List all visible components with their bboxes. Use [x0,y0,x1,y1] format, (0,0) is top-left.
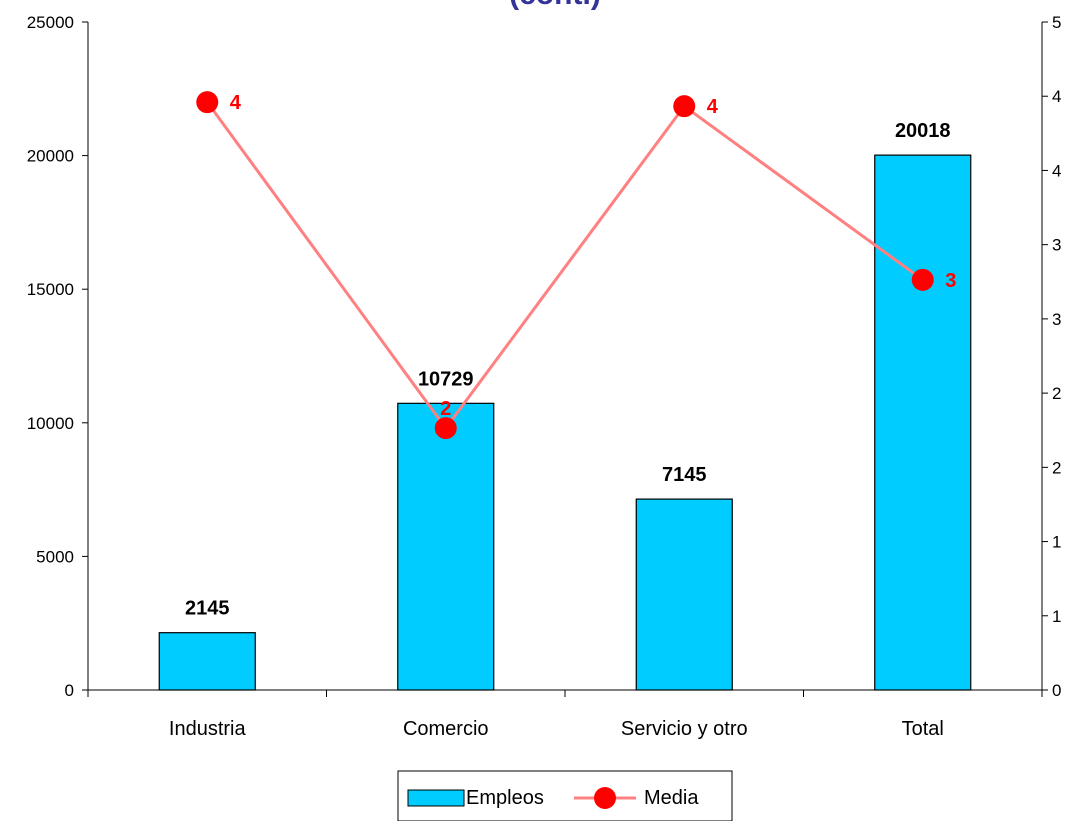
media-point [673,95,696,118]
right-tick-label: 2 [1052,458,1061,477]
left-tick-label: 25000 [27,13,74,32]
bar [874,154,972,691]
media-value-label: 3 [945,270,956,292]
media-value-label: 4 [230,92,242,114]
bar-value-label: 7145 [662,464,707,486]
media-line [206,101,924,431]
legend: Empleos Media [397,770,733,821]
right-tick-label: 3 [1052,310,1061,329]
media-point [911,268,934,291]
right-tick-label: 4 [1052,161,1061,180]
bar-value-label: 2145 [185,598,230,620]
left-tick-label: 5000 [36,547,74,566]
category-label: Servicio y otro [621,718,748,740]
category-label: Comercio [403,718,489,740]
left-tick-label: 0 [65,681,74,700]
chart-title: (cont.) [509,0,601,11]
media-point [434,417,457,440]
right-tick-label: 2 [1052,384,1061,403]
right-tick-label: 4 [1052,87,1061,106]
left-tick-label: 20000 [27,147,74,166]
legend-swatch-media-marker [594,787,616,809]
left-tick-label: 15000 [27,280,74,299]
bar-value-label: 20018 [895,120,951,142]
bar [158,632,256,691]
category-label: Industria [169,718,247,740]
right-tick-label: 1 [1052,533,1061,552]
legend-label-empleos: Empleos [466,787,544,809]
right-tick-label: 5 [1052,13,1061,32]
bar-value-label: 10729 [418,368,474,390]
right-tick-label: 3 [1052,236,1061,255]
media-value-label: 4 [707,96,719,118]
legend-swatch-empleos [407,789,465,807]
bar [397,402,495,691]
media-value-label: 2 [440,398,451,420]
left-tick-label: 10000 [27,414,74,433]
legend-label-media: Media [644,787,699,809]
right-tick-label: 1 [1052,607,1061,626]
media-point [196,91,219,114]
category-label: Total [902,718,944,740]
bar [635,498,733,691]
right-tick-label: 0 [1052,681,1061,700]
